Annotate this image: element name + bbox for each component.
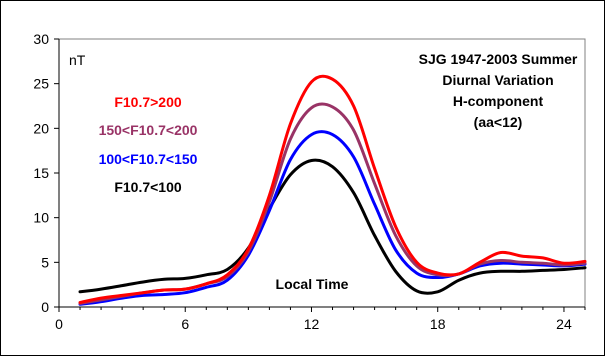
x-tick-label: 12 (304, 316, 320, 332)
series-line-f10-7-100 (78, 158, 587, 295)
x-axis-label: Local Time (276, 276, 349, 292)
x-tick-label: 0 (55, 316, 63, 332)
legend-label: 150<F10.7<200 (99, 122, 198, 138)
x-tick-label: 6 (181, 316, 189, 332)
chart-title-line: SJG 1947-2003 Summer (419, 51, 578, 67)
series-line-f10-7-200 (78, 74, 587, 304)
x-tick-label: 18 (430, 316, 446, 332)
y-tick-label: 30 (33, 31, 49, 47)
y-tick-label: 5 (41, 254, 49, 270)
chart-title-line: Diurnal Variation (442, 72, 553, 88)
series-line-100-f10-7-150 (78, 130, 587, 306)
x-tick-label: 24 (556, 316, 572, 332)
y-tick-label: 0 (41, 299, 49, 315)
y-tick-label: 20 (33, 120, 49, 136)
legend-label: 100<F10.7<150 (99, 151, 198, 167)
chart-title-line: H-component (453, 93, 544, 109)
y-unit-label: nT (69, 52, 86, 68)
chart-title-line: (aa<12) (474, 114, 523, 130)
legend-label: F10.7>200 (114, 94, 182, 110)
y-tick-label: 10 (33, 210, 49, 226)
y-tick-label: 25 (33, 76, 49, 92)
y-tick-label: 15 (33, 165, 49, 181)
legend-label: F10.7<100 (114, 179, 182, 195)
